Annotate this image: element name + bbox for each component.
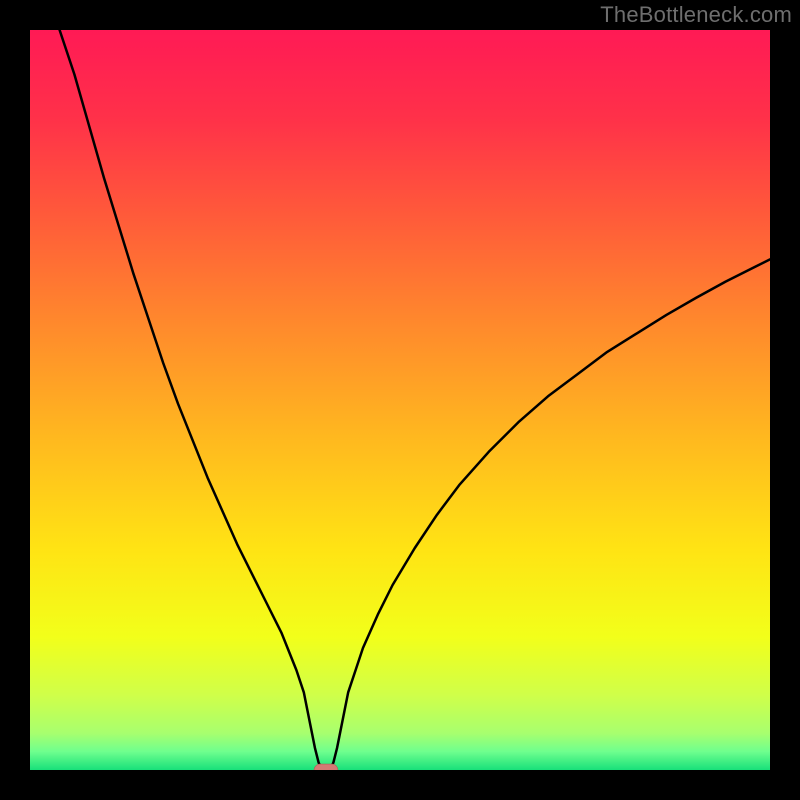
chart-container: TheBottleneck.com (0, 0, 800, 800)
gradient-background (30, 30, 770, 770)
watermark-text: TheBottleneck.com (600, 2, 792, 28)
bottleneck-chart (0, 0, 800, 800)
